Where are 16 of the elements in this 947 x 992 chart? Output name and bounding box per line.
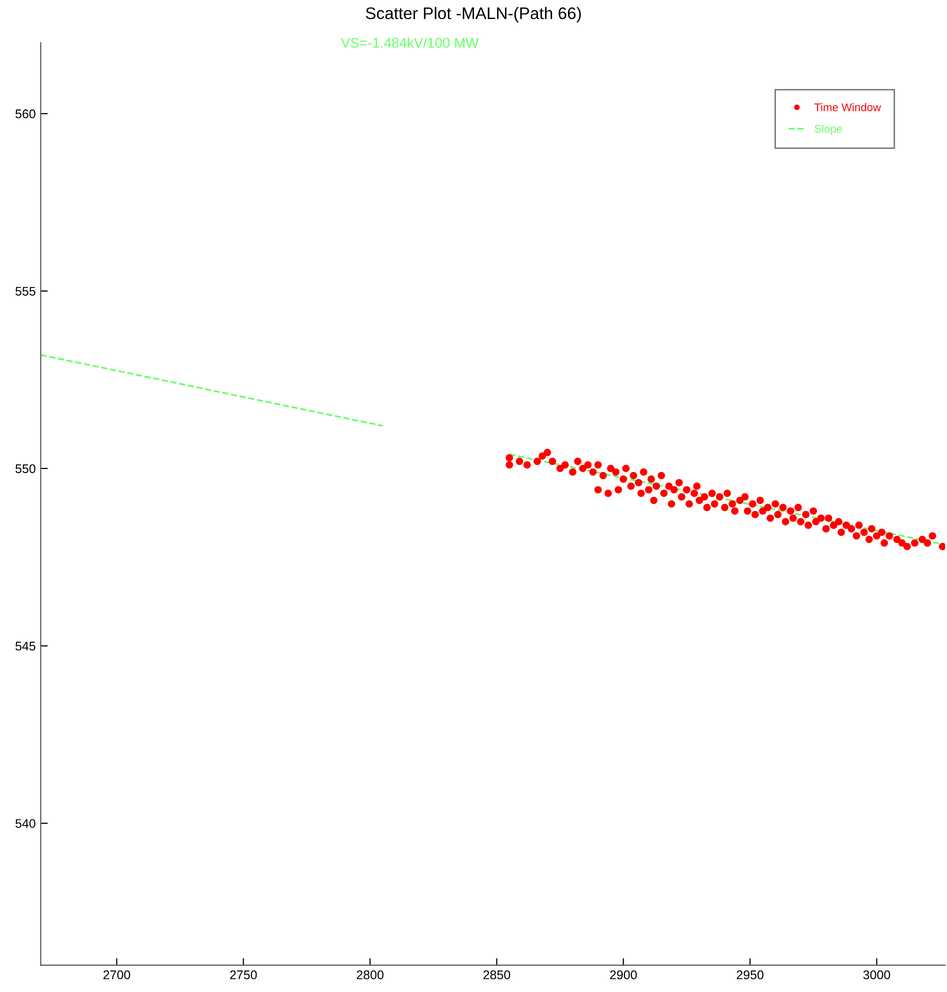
y-tick-label: 560 (16, 109, 36, 118)
x-tick-label: 3000 (863, 970, 890, 980)
x-tick-label: 2950 (736, 970, 764, 980)
x-tick-label: 2900 (610, 970, 637, 980)
y-tick-label: 555 (16, 286, 36, 296)
legend-label: Time Window (814, 103, 882, 112)
y-tick-label: 545 (16, 642, 36, 651)
x-tick-label: 2800 (356, 970, 384, 980)
y-tick-label: 550 (16, 464, 36, 474)
x-tick-label: 2700 (103, 970, 130, 980)
x-tick-label: 2850 (483, 970, 510, 980)
legend-label: Slope (814, 124, 842, 135)
y-tick-label: 540 (16, 819, 36, 828)
annotation: VS=-1.484kV/100 MW (340, 38, 479, 48)
x-tick-label: 2750 (230, 970, 257, 980)
chart-title: Scatter Plot -MALN-(Path 66) (366, 6, 581, 22)
